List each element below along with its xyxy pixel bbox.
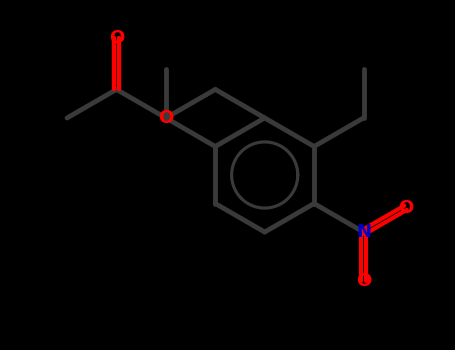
Text: O: O [398, 199, 413, 217]
Text: O: O [356, 272, 371, 289]
Text: O: O [109, 29, 124, 47]
Text: O: O [158, 109, 173, 127]
Text: N: N [356, 223, 371, 241]
